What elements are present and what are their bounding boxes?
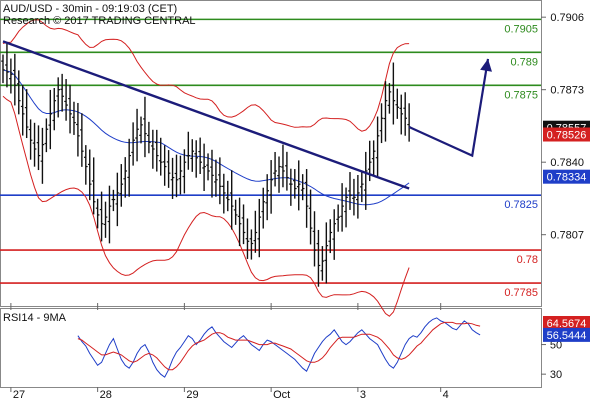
time-axis: 27 28 29 Oct 3 4 (10, 303, 449, 400)
price-tick-label-3: 0.7807 (550, 230, 584, 242)
rsi-tick-label-1: 30 (550, 369, 562, 381)
time-tick-label-5: 4 (443, 389, 449, 400)
bollinger-upper (2, 19, 410, 132)
chart-title: AUD/USD - 30min - 09:19:03 (CET) (3, 3, 177, 15)
price-tick-label-2: 0.7840 (550, 157, 584, 169)
downtrend-line (2, 40, 410, 190)
chart-subtitle: Research © 2017 TRADING CENTRAL (3, 15, 196, 27)
level-label-1: 0.789 (510, 56, 538, 68)
rsi-layer (77, 317, 481, 378)
price-tick-label-1: 0.7873 (550, 85, 584, 97)
level-label-0: 0.7905 (504, 23, 538, 35)
rsi-tag-0-box (543, 316, 590, 331)
rsi-panel-title: RSI14 - 9MA (3, 312, 67, 324)
bollinger-lower (2, 95, 410, 317)
time-tick-label-0: 27 (13, 389, 25, 400)
level-label-4: 0.78 (517, 254, 538, 266)
price-tag-1-box (543, 127, 590, 142)
price-bars (1, 43, 411, 287)
price-tag-1-label: 0.78526 (547, 130, 587, 142)
price-tick-label-0: 0.7906 (550, 12, 584, 24)
trendline-layer (2, 40, 492, 190)
rsi-ma-line (77, 321, 481, 371)
rsi-tick-label-0: 50 (550, 340, 562, 352)
price-axis: 0.7906 0.7873 0.7840 0.7807 (541, 12, 584, 242)
level-label-5: 0.7785 (504, 287, 538, 299)
rsi-tag-0-label: 64.5674 (547, 318, 587, 330)
price-tag-2-box (543, 169, 590, 184)
forecast-path (408, 58, 490, 158)
time-tick-label-4: 3 (360, 389, 366, 400)
rsi-tag-1-box (543, 327, 590, 342)
time-tick-label-3: Oct (273, 389, 290, 400)
level-label-2: 0.7875 (504, 89, 538, 101)
time-tick-label-1: 28 (100, 389, 112, 400)
rsi-line (77, 317, 481, 378)
rsi-tag-1-label: 56.5444 (547, 330, 587, 342)
forecast-arrow-icon (480, 58, 492, 72)
level-label-3: 0.7825 (504, 199, 538, 211)
rsi-axis: 50 30 (541, 340, 562, 381)
price-tag-2-label: 0.78334 (547, 172, 587, 184)
time-tick-label-2: 29 (186, 389, 198, 400)
